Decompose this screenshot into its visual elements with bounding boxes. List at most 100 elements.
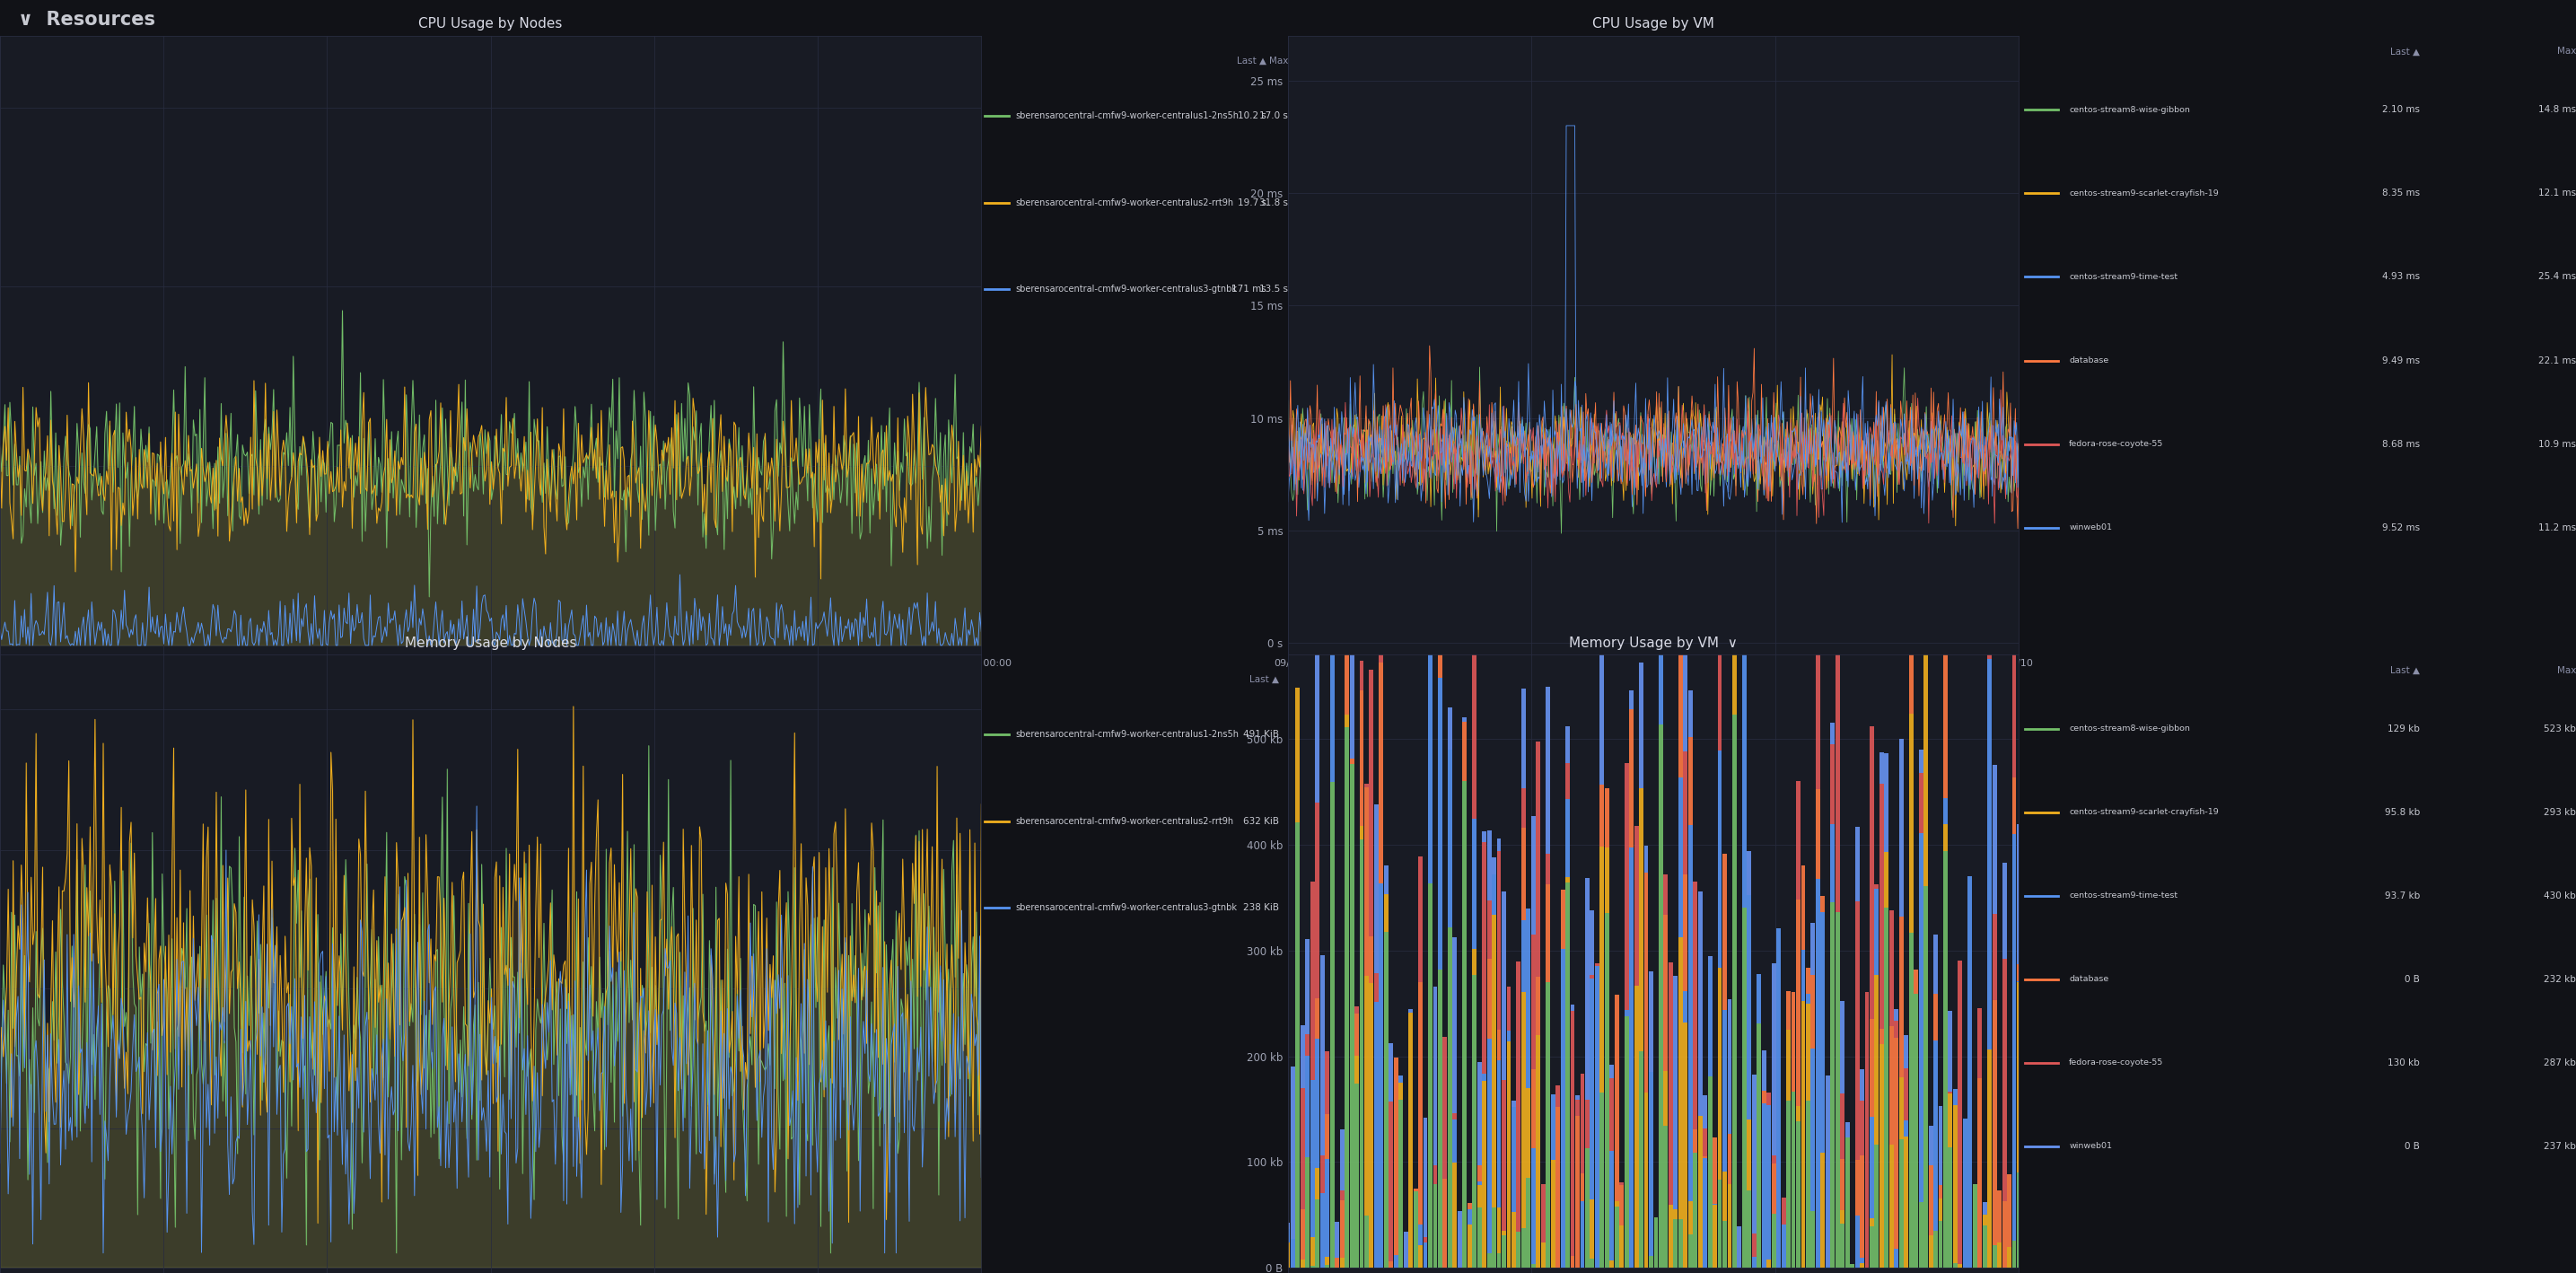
Text: sberensarocentral-cmfw9-worker-centralus2-rrt9h: sberensarocentral-cmfw9-worker-centralus… (1015, 817, 1234, 826)
Bar (1772, 1156, 1775, 1164)
Bar (1832, 825, 1834, 903)
Text: 8.35 ms: 8.35 ms (2383, 188, 2419, 197)
Bar (1427, 470, 1432, 509)
Bar (1687, 1235, 1692, 1268)
Bar (1909, 647, 1914, 713)
Bar (1443, 1037, 1448, 1179)
Bar (1324, 1256, 1329, 1265)
Bar (1682, 1022, 1687, 1268)
Bar (1525, 1088, 1530, 1178)
Bar (1512, 1212, 1515, 1268)
Bar (1453, 937, 1458, 1113)
Bar (1324, 1158, 1329, 1256)
Bar (1870, 1218, 1873, 1226)
Bar (1388, 1101, 1394, 1262)
Bar (1535, 1035, 1540, 1268)
Bar (1649, 1256, 1654, 1268)
Bar (1394, 1057, 1399, 1255)
Text: 171 ms: 171 ms (1231, 285, 1267, 294)
Bar (1422, 1237, 1427, 1242)
Bar (1610, 1260, 1615, 1268)
Bar (1409, 1012, 1412, 1268)
Bar (1757, 974, 1762, 1023)
Text: 11.2 ms: 11.2 ms (2537, 523, 2576, 532)
Bar (1680, 652, 1682, 778)
Bar (1453, 1162, 1458, 1268)
Bar (1664, 1072, 1669, 1125)
Bar (1468, 1209, 1471, 1225)
Bar (1522, 689, 1525, 788)
Text: Last ▲: Last ▲ (1249, 675, 1278, 684)
Bar (1473, 583, 1476, 819)
Bar (1473, 950, 1476, 975)
Bar (1747, 852, 1752, 895)
Bar (1319, 1156, 1324, 1193)
Bar (1497, 852, 1502, 1030)
Bar (1525, 909, 1530, 1088)
Bar (1893, 1037, 1899, 1249)
Bar (1492, 1207, 1497, 1268)
Bar (1762, 1104, 1767, 1268)
Bar (1703, 1096, 1708, 1129)
Bar (1741, 522, 1747, 908)
Bar (1984, 1226, 1986, 1268)
Bar (1978, 1078, 1981, 1268)
Bar (1383, 894, 1388, 932)
Bar (1615, 994, 1618, 1202)
Bar (1486, 900, 1492, 959)
Bar (2002, 1200, 2007, 1268)
Bar (1589, 1199, 1595, 1259)
Bar (1432, 987, 1437, 1166)
Bar (1306, 1157, 1309, 1268)
Bar (1860, 1156, 1865, 1258)
Bar (1350, 615, 1355, 759)
Bar (1904, 1137, 1909, 1268)
Bar (1378, 662, 1383, 883)
Bar (1919, 773, 1924, 833)
Bar (1795, 782, 1801, 900)
Bar (1329, 341, 1334, 782)
Bar (1463, 717, 1466, 722)
Bar (1741, 908, 1747, 1268)
Bar (1319, 1193, 1324, 1268)
Bar (1664, 914, 1669, 1072)
Bar (1855, 827, 1860, 901)
Bar (1659, 454, 1664, 724)
Bar (1486, 1254, 1492, 1268)
Bar (1481, 1074, 1486, 1081)
Bar (1736, 1226, 1741, 1268)
Bar (1360, 825, 1363, 839)
Bar (1654, 1217, 1659, 1268)
Bar (1855, 901, 1860, 1160)
Bar (1888, 910, 1893, 1026)
Bar (1806, 967, 1811, 994)
Bar (1481, 1081, 1486, 1268)
Bar (1832, 723, 1834, 745)
Bar (1723, 1009, 1726, 1171)
Bar (1404, 1232, 1409, 1268)
Bar (1334, 1222, 1340, 1258)
Bar (1579, 1073, 1584, 1174)
Text: 19.7 s: 19.7 s (1239, 199, 1267, 207)
Bar (1855, 1216, 1860, 1268)
Bar (1492, 914, 1497, 1207)
Bar (1355, 1083, 1360, 1268)
Bar (1904, 1068, 1909, 1120)
Bar (1937, 1198, 1942, 1221)
Bar (1875, 889, 1878, 975)
Bar (1718, 750, 1721, 967)
Bar (1566, 882, 1569, 1268)
Bar (1566, 763, 1569, 799)
Bar (1942, 628, 1947, 798)
Bar (1839, 1223, 1844, 1268)
Bar (1522, 788, 1525, 827)
Bar (1584, 877, 1589, 1100)
Text: Last ▲: Last ▲ (1236, 56, 1267, 65)
Bar (1929, 1125, 1932, 1165)
Text: 14.8 ms: 14.8 ms (2537, 106, 2576, 115)
Bar (1703, 1129, 1708, 1156)
Bar (1947, 1094, 1953, 1147)
Bar (1886, 752, 1888, 852)
Text: sberensarocentral-cmfw9-worker-centralus1-2ns5h: sberensarocentral-cmfw9-worker-centralus… (1015, 112, 1239, 121)
Text: sberensarocentral-cmfw9-worker-centralus2-rrt9h: sberensarocentral-cmfw9-worker-centralus… (1015, 199, 1234, 207)
